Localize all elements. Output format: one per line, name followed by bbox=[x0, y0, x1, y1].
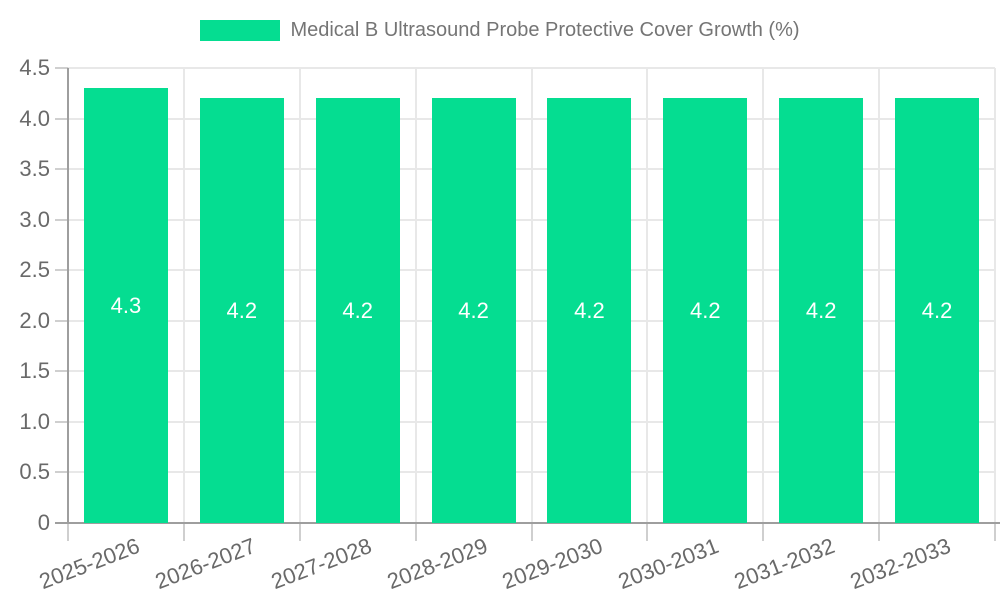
v-gridline bbox=[994, 68, 996, 523]
bar-value-label: 4.3 bbox=[110, 292, 142, 318]
y-axis-line bbox=[67, 68, 69, 523]
x-axis-tick bbox=[67, 523, 69, 541]
legend-swatch bbox=[200, 20, 281, 41]
y-axis-label: 3.5 bbox=[19, 156, 50, 182]
bar-value-label: 4.2 bbox=[690, 297, 721, 323]
x-axis-tick bbox=[530, 523, 533, 541]
v-gridline bbox=[762, 68, 765, 523]
bar: 4.2 bbox=[779, 98, 864, 523]
x-axis-line bbox=[55, 522, 1000, 524]
y-axis-label: 3.0 bbox=[19, 206, 50, 232]
y-axis-tick bbox=[55, 420, 68, 423]
y-axis-label: 2.0 bbox=[19, 307, 50, 333]
bar: 4.2 bbox=[895, 98, 980, 523]
bar-value-label: 4.2 bbox=[458, 297, 489, 323]
legend[interactable]: Medical B Ultrasound Probe Protective Co… bbox=[0, 19, 1000, 42]
y-axis-tick bbox=[55, 218, 68, 221]
v-gridline bbox=[182, 68, 185, 523]
bar: 4.2 bbox=[199, 98, 284, 523]
x-axis-tick bbox=[646, 523, 649, 541]
y-axis-tick bbox=[55, 67, 68, 69]
bar-value-label: 4.2 bbox=[805, 297, 837, 323]
bar: 4.3 bbox=[83, 88, 168, 523]
y-axis-label: 1.0 bbox=[19, 408, 50, 434]
bar: 4.2 bbox=[431, 98, 516, 523]
x-axis-tick bbox=[878, 523, 881, 541]
x-axis-tick bbox=[762, 523, 765, 541]
bar-value-label: 4.2 bbox=[226, 297, 258, 323]
bar: 4.2 bbox=[547, 98, 632, 523]
y-axis-tick bbox=[55, 319, 68, 322]
y-axis-label: 4.0 bbox=[19, 105, 50, 131]
v-gridline bbox=[414, 68, 417, 523]
v-gridline bbox=[878, 68, 881, 523]
y-axis-label: 2.5 bbox=[19, 257, 50, 283]
bar: 4.2 bbox=[663, 98, 748, 523]
x-axis-tick bbox=[298, 523, 301, 541]
bar-value-label: 4.2 bbox=[342, 297, 373, 323]
y-axis-label: 0 bbox=[37, 510, 50, 535]
x-axis-tick bbox=[414, 523, 417, 541]
chart-title: Medical B Ultrasound Probe Protective Co… bbox=[290, 19, 800, 41]
x-axis-tick bbox=[994, 523, 996, 541]
bar: 4.2 bbox=[315, 98, 400, 523]
y-axis-tick bbox=[55, 168, 68, 171]
y-axis-tick bbox=[55, 269, 68, 272]
y-axis-tick bbox=[55, 117, 68, 120]
bar-value-label: 4.2 bbox=[921, 297, 953, 323]
v-gridline bbox=[530, 68, 533, 523]
y-axis-label: 1.5 bbox=[19, 358, 50, 384]
y-axis-label: 4.5 bbox=[19, 55, 50, 80]
v-gridline bbox=[646, 68, 649, 523]
x-axis-tick bbox=[182, 523, 185, 541]
v-gridline bbox=[298, 68, 301, 523]
y-axis-tick bbox=[55, 370, 68, 373]
y-axis-tick bbox=[55, 471, 68, 474]
y-axis-label: 0.5 bbox=[19, 459, 50, 485]
bar-value-label: 4.2 bbox=[574, 297, 605, 323]
